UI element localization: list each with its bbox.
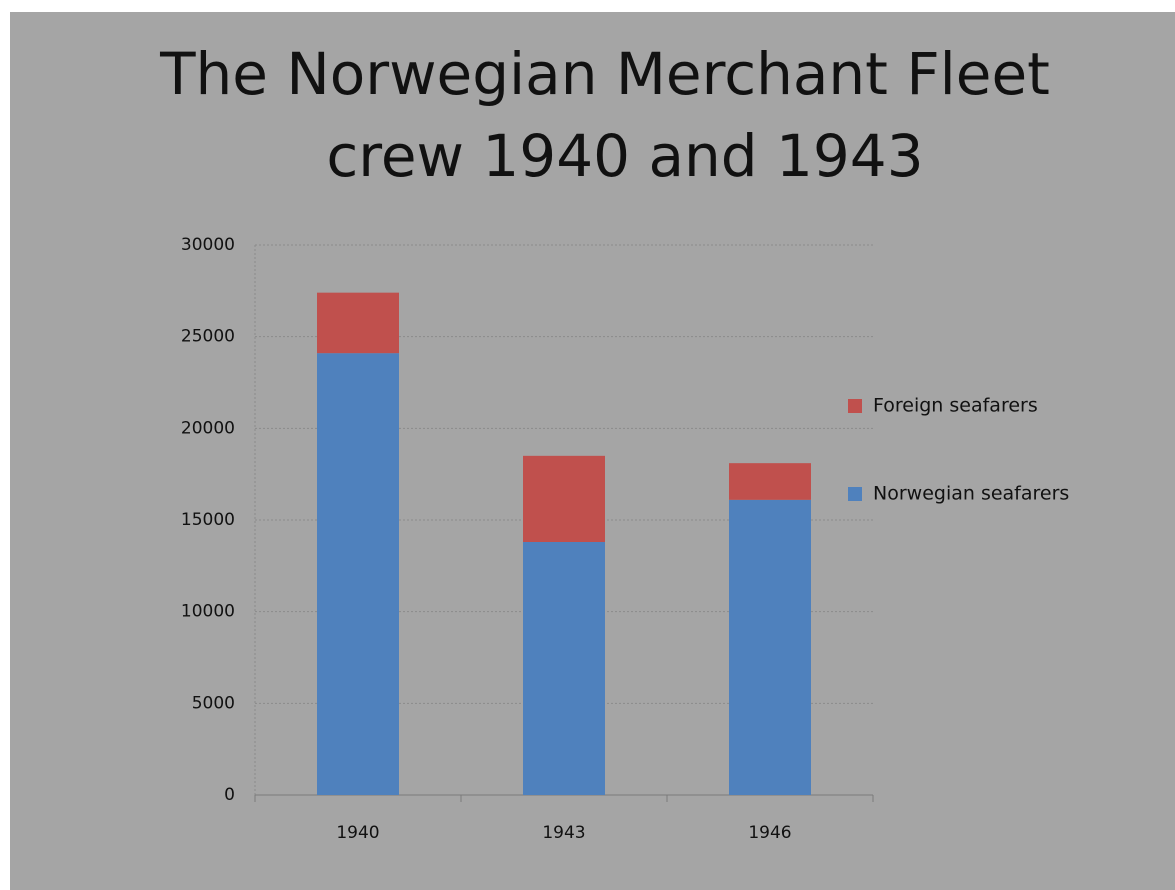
legend-label: Norwegian seafarers [873, 483, 1069, 505]
y-tick-label: 5000 [192, 693, 235, 713]
legend-label: Foreign seafarers [873, 395, 1038, 417]
chart-title: crew 1940 and 1943 [326, 122, 923, 190]
legend-swatch [848, 487, 862, 501]
bar-segment [729, 499, 811, 795]
y-tick-label: 0 [224, 785, 235, 805]
y-tick-label: 10000 [181, 602, 235, 622]
y-tick-label: 25000 [181, 327, 235, 347]
legend-swatch [848, 399, 862, 413]
bar-segment [317, 292, 399, 354]
chart-title: The Norwegian Merchant Fleet [159, 40, 1050, 108]
x-tick-label: 1943 [542, 823, 585, 843]
bar-segment [523, 455, 605, 542]
y-tick-label: 20000 [181, 418, 235, 438]
x-tick-label: 1946 [748, 823, 791, 843]
y-tick-label: 30000 [181, 235, 235, 255]
x-tick-label: 1940 [336, 823, 379, 843]
bar-segment [729, 463, 811, 500]
bar-segment [523, 542, 605, 795]
y-tick-label: 15000 [181, 510, 235, 530]
bar-segment [317, 353, 399, 795]
